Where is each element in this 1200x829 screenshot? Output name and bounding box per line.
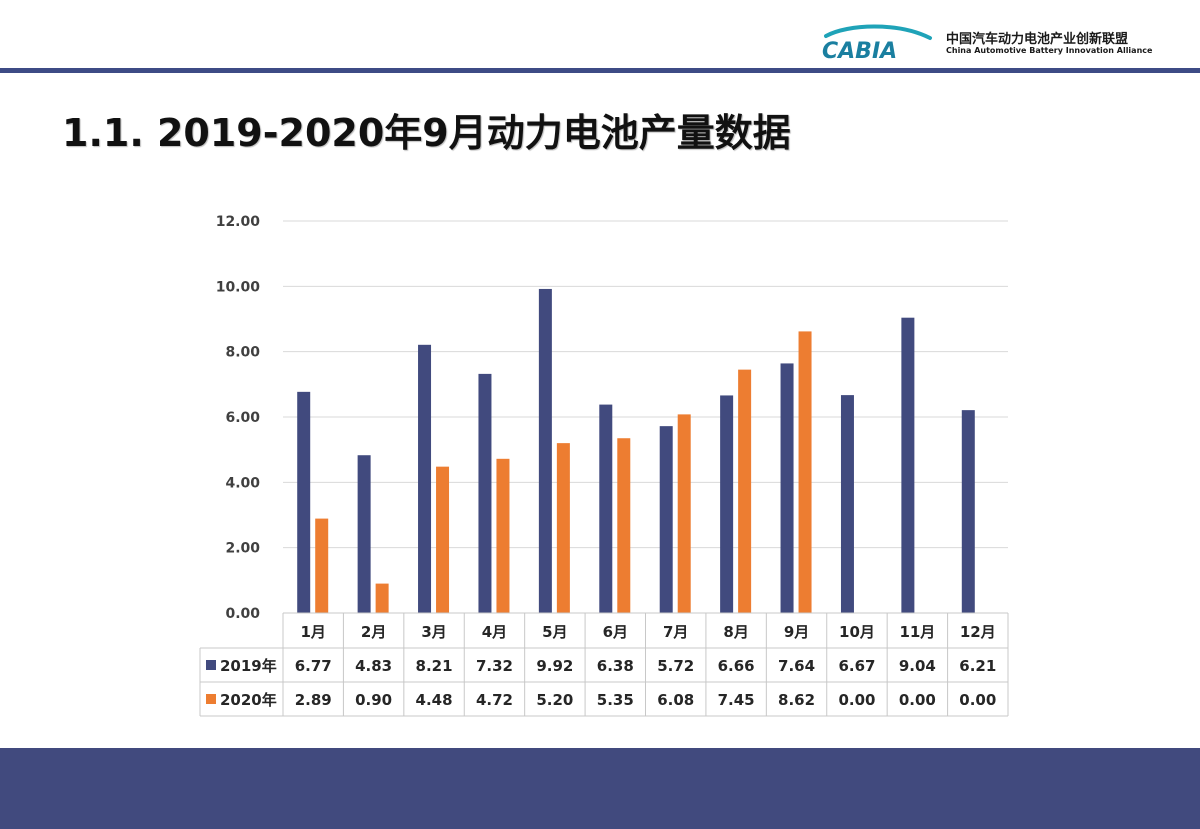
category-label: 4月 <box>482 623 507 641</box>
bar-2019 <box>599 404 613 613</box>
bar-2019 <box>659 426 673 613</box>
category-label: 11月 <box>899 623 935 641</box>
data-label: 0.00 <box>959 691 996 709</box>
data-label: 5.72 <box>657 657 694 675</box>
bar-2019 <box>780 363 794 613</box>
legend-swatch <box>206 694 216 704</box>
bar-2019 <box>901 317 915 613</box>
org-logo: CABIA 中国汽车动力电池产业创新联盟 China Automotive Ba… <box>818 18 1200 68</box>
data-label: 6.21 <box>959 657 996 675</box>
org-name-cn: 中国汽车动力电池产业创新联盟 <box>946 32 1129 47</box>
page-title: 1.1. 2019-2020年9月动力电池产量数据 <box>62 111 791 155</box>
logo-text: CABIA <box>822 39 897 63</box>
data-label: 4.72 <box>476 691 513 709</box>
bar-2019 <box>297 391 311 613</box>
grid-lines <box>283 220 1008 614</box>
footer-bar <box>0 748 1200 829</box>
series-name: 2020年 <box>220 691 277 709</box>
y-tick-label: 6.00 <box>225 410 260 426</box>
bar-2020 <box>798 331 812 613</box>
data-label: 0.00 <box>838 691 875 709</box>
data-label: 6.66 <box>718 657 755 675</box>
data-label: 6.67 <box>838 657 875 675</box>
bar-2020 <box>496 458 510 613</box>
category-label: 2月 <box>361 623 386 641</box>
data-label: 7.45 <box>718 691 755 709</box>
data-label: 0.00 <box>899 691 936 709</box>
category-label: 8月 <box>723 623 748 641</box>
bar-2019 <box>840 395 854 613</box>
category-label: 6月 <box>603 623 628 641</box>
data-label: 6.77 <box>295 657 332 675</box>
category-label: 10月 <box>839 623 875 641</box>
header-divider <box>0 68 1200 73</box>
y-tick-label: 4.00 <box>225 475 260 491</box>
category-label: 7月 <box>663 623 688 641</box>
data-label: 7.32 <box>476 657 513 675</box>
y-tick-label: 0.00 <box>225 606 260 622</box>
y-tick-label: 2.00 <box>225 541 260 557</box>
bar-2020 <box>738 369 752 613</box>
legend-swatch <box>206 660 216 670</box>
category-label: 3月 <box>421 623 446 641</box>
cabia-logo-mark: CABIA <box>822 24 932 63</box>
category-label: 1月 <box>300 623 325 641</box>
data-label: 0.90 <box>355 691 392 709</box>
y-axis-tick-labels: 0.00 2.00 4.00 6.00 8.00 10.00 12.00 <box>216 214 261 622</box>
data-label: 5.20 <box>536 691 573 709</box>
data-label: 6.38 <box>597 657 634 675</box>
category-label: 5月 <box>542 623 567 641</box>
bar-2020 <box>436 466 450 613</box>
bar-2019 <box>357 455 371 613</box>
data-label: 4.83 <box>355 657 392 675</box>
bar-2020 <box>315 518 329 613</box>
bar-2019 <box>961 410 975 613</box>
bar-2020 <box>375 583 389 613</box>
data-label: 5.35 <box>597 691 634 709</box>
bars <box>297 288 975 613</box>
bar-2020 <box>677 414 691 613</box>
bar-2019 <box>538 288 552 613</box>
org-name-en: China Automotive Battery Innovation Alli… <box>946 46 1153 55</box>
data-label: 9.92 <box>536 657 573 675</box>
bar-2019 <box>720 395 734 613</box>
data-label: 2.89 <box>295 691 332 709</box>
y-tick-label: 10.00 <box>216 279 261 295</box>
data-label: 8.62 <box>778 691 815 709</box>
data-label: 4.48 <box>416 691 453 709</box>
category-label: 9月 <box>784 623 809 641</box>
bar-2020 <box>556 443 570 613</box>
data-table: 1月 2月 3月 4月 5月 6月 7月 8月 9月 10月 11月 12月 2019年 6.77 4.83… <box>199 612 1009 717</box>
data-label: 7.64 <box>778 657 815 675</box>
category-label: 12月 <box>960 623 996 641</box>
bar-2019 <box>478 373 492 613</box>
bar-2019 <box>418 344 432 613</box>
y-tick-label: 12.00 <box>216 214 261 230</box>
data-label: 9.04 <box>899 657 936 675</box>
bar-2020 <box>617 438 631 613</box>
y-tick-label: 8.00 <box>225 345 260 361</box>
series-name: 2019年 <box>220 657 277 675</box>
data-label: 8.21 <box>416 657 453 675</box>
data-label: 6.08 <box>657 691 694 709</box>
